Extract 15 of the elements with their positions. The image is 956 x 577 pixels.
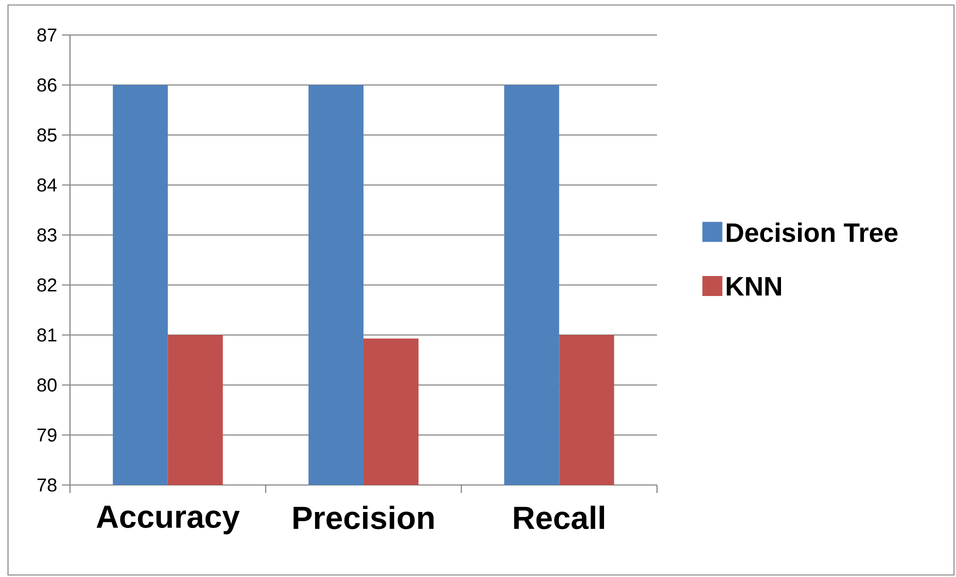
x-tick-label: Accuracy xyxy=(96,506,240,534)
y-tick-label: 78 xyxy=(37,478,56,492)
legend-label: Decision Tree xyxy=(726,222,898,242)
y-tick-label: 83 xyxy=(37,228,56,242)
y-tick-label: 86 xyxy=(37,78,56,92)
y-tick-label: 81 xyxy=(37,328,56,342)
y-tick-label: 87 xyxy=(37,28,56,42)
y-tick-label: 79 xyxy=(37,428,56,442)
y-tick-label: 84 xyxy=(37,178,57,192)
y-tick-label: 85 xyxy=(37,128,57,142)
x-tick-label: Precision xyxy=(294,506,434,530)
y-tick-label: 80 xyxy=(37,378,57,392)
y-tick-label: 82 xyxy=(37,278,56,292)
x-tick-label: Recall xyxy=(514,506,604,530)
legend-label: KNN xyxy=(726,277,781,296)
